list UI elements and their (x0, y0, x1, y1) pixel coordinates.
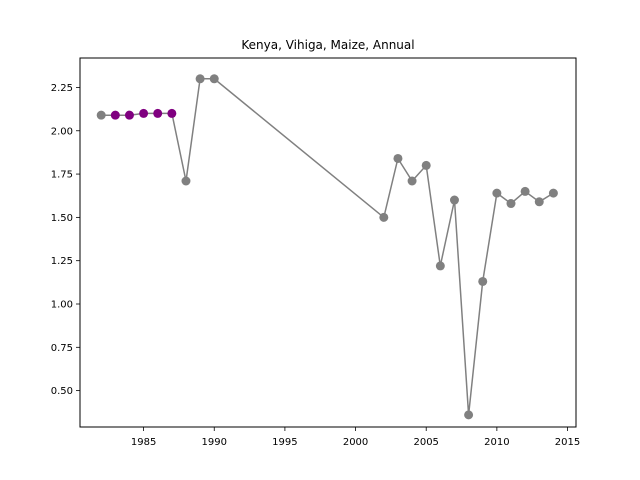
y-tick-label: 2.00 (51, 126, 73, 137)
chart-title: Kenya, Vihiga, Maize, Annual (241, 38, 414, 52)
data-point (124, 110, 134, 120)
x-tick-label: 2010 (484, 437, 509, 448)
x-axis: 1985 1990 1995 2000 2005 2010 2015 (131, 427, 580, 448)
data-point (435, 261, 445, 271)
x-tick-label: 1990 (202, 437, 227, 448)
data-point (534, 197, 544, 207)
data-point (153, 108, 163, 118)
data-point (379, 212, 389, 222)
y-tick-label: 0.50 (51, 386, 73, 397)
data-point (520, 186, 530, 196)
data-point (449, 195, 459, 205)
y-tick-label: 2.25 (51, 83, 73, 94)
y-tick-label: 1.50 (51, 213, 73, 224)
x-tick-label: 1985 (131, 437, 156, 448)
y-tick-label: 1.00 (51, 300, 73, 311)
data-point (506, 199, 516, 209)
series-line (101, 78, 554, 415)
data-point (548, 188, 558, 198)
data-point (421, 160, 431, 170)
data-point (393, 153, 403, 163)
data-point (195, 74, 205, 84)
x-tick-label: 2015 (555, 437, 580, 448)
data-point (464, 410, 474, 420)
data-point (181, 176, 191, 186)
data-point (407, 176, 417, 186)
y-axis: 0.50 0.75 1.00 1.25 1.50 1.75 2.00 2.25 (51, 83, 80, 397)
plot-frame (79, 57, 577, 428)
data-point (96, 110, 106, 120)
plot-area (96, 74, 558, 420)
data-point (492, 188, 502, 198)
data-point (139, 108, 149, 118)
data-point (478, 276, 488, 286)
data-point (167, 108, 177, 118)
x-tick-label: 2005 (413, 437, 438, 448)
y-tick-label: 1.75 (51, 170, 73, 181)
y-tick-label: 0.75 (51, 343, 73, 354)
x-tick-label: 1995 (272, 437, 297, 448)
data-point (209, 74, 219, 84)
data-point (110, 110, 120, 120)
x-tick-label: 2000 (343, 437, 368, 448)
y-tick-label: 1.25 (51, 256, 73, 267)
